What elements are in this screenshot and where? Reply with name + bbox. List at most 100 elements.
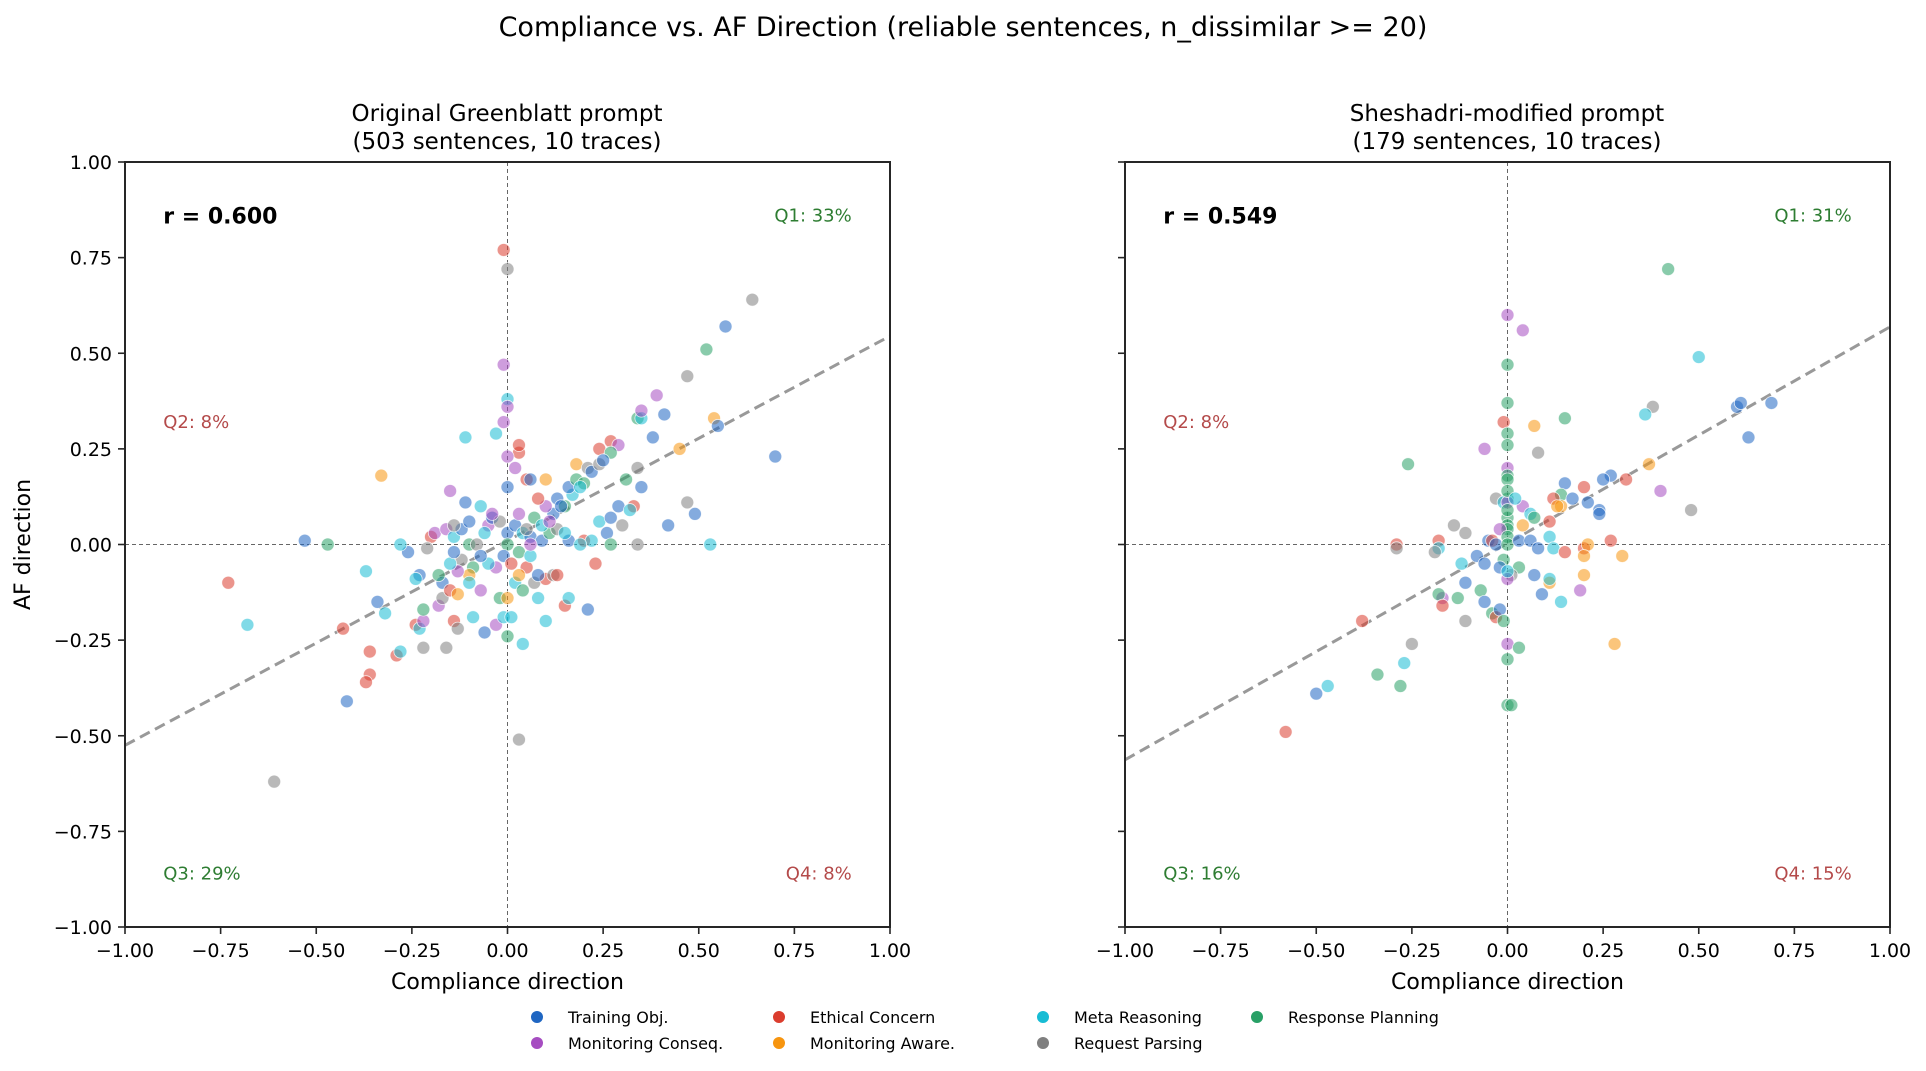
scatter-point-meta-reasoning	[1508, 491, 1523, 506]
scatter-point-ethical-concern	[1557, 545, 1572, 560]
scatter-point-meta-reasoning	[359, 564, 373, 579]
legend-label: Monitoring Aware.	[810, 1034, 955, 1053]
y-tick-label: −0.75	[54, 821, 112, 843]
scatter-point-monitoring-conseq	[542, 514, 557, 529]
scatter-point-monitoring-conseq	[485, 507, 500, 521]
scatter-point-response-planning	[1557, 411, 1572, 426]
scatter-point-monitoring-aware	[1607, 637, 1622, 651]
scatter-point-training-obj	[657, 407, 672, 422]
scatter-point-training-obj	[688, 507, 702, 521]
scatter-point-monitoring-aware	[1515, 518, 1530, 533]
scatter-point-training-obj	[1557, 476, 1572, 491]
scatter-point-monitoring-conseq	[500, 399, 515, 414]
scatter-point-training-obj	[473, 549, 488, 563]
quadrant-label-q2: Q2: 8%	[163, 412, 229, 433]
scatter-point-request-parsing	[680, 369, 695, 384]
scatter-point-response-planning	[431, 568, 446, 582]
scatter-point-training-obj	[768, 449, 783, 464]
scatter-point-response-planning	[1370, 667, 1385, 682]
x-tick-label: 0.75	[1773, 940, 1815, 962]
scatter-point-training-obj	[531, 568, 545, 582]
scatter-point-request-parsing	[1531, 445, 1545, 460]
scatter-point-monitoring-aware	[1615, 549, 1630, 563]
scatter-point-request-parsing	[1404, 637, 1419, 651]
panel-sheshadri-modified: Sheshadri-modified prompt (179 sentences…	[1096, 101, 1911, 995]
scatter-point-training-obj	[1764, 396, 1779, 410]
scatter-point-training-obj	[634, 480, 649, 495]
scatter-point-training-obj	[477, 625, 492, 640]
scatter-point-training-obj	[523, 472, 538, 487]
legend-label: Training Obj.	[567, 1008, 669, 1027]
scatter-point-training-obj	[596, 453, 611, 468]
scatter-point-monitoring-aware	[569, 457, 584, 472]
scatter-point-meta-reasoning	[538, 614, 553, 628]
scatter-point-request-parsing	[1447, 518, 1461, 533]
legend-marker	[773, 1011, 785, 1023]
legend-label: Monitoring Conseq.	[568, 1034, 723, 1053]
scatter-point-request-parsing	[630, 461, 645, 475]
scatter-point-training-obj	[1309, 686, 1324, 701]
legend-item-monitoring-conseq: Monitoring Conseq.	[531, 1034, 723, 1053]
scatter-point-training-obj	[1531, 541, 1545, 556]
scatter-point-request-parsing	[500, 262, 515, 277]
scatter-point-ethical-concern	[496, 243, 511, 257]
scatter-point-training-obj	[1596, 472, 1611, 487]
scatter-point-meta-reasoning	[458, 430, 473, 445]
scatter-point-meta-reasoning	[504, 610, 519, 625]
scatter-point-monitoring-conseq	[500, 449, 515, 464]
scatter-point-request-parsing	[420, 541, 435, 556]
legend-label: Request Parsing	[1074, 1034, 1202, 1053]
y-ticks: 1.00 0.75 0.50 0.25 0.00 −0.25 −0.50 −0.75 −1.00	[54, 152, 125, 939]
scatter-point-training-obj	[1565, 491, 1580, 506]
legend-marker	[1251, 1011, 1263, 1023]
scatter-point-meta-reasoning	[1638, 407, 1653, 422]
scatter-point-ethical-concern	[336, 621, 350, 636]
scatter-point-training-obj	[462, 514, 477, 529]
scatter-point-monitoring-conseq	[1573, 583, 1588, 598]
scatter-point-training-obj	[611, 499, 626, 514]
scatter-point-monitoring-conseq	[1500, 637, 1515, 651]
scatter-point-monitoring-aware	[1580, 537, 1595, 552]
y-tick-label: 1.00	[70, 152, 112, 174]
scatter-point-monitoring-conseq	[1500, 308, 1515, 322]
scatter-point-request-parsing	[1684, 503, 1698, 517]
legend-item-request-parsing: Request Parsing	[1037, 1034, 1202, 1053]
scatter-point-request-parsing	[1458, 526, 1473, 540]
x-tick-label: 1.00	[1869, 940, 1911, 962]
x-tick-label: 1.00	[869, 940, 911, 962]
scatter-point-monitoring-conseq	[416, 614, 431, 628]
scatter-point-monitoring-aware	[500, 591, 515, 605]
y-axis-label: AF direction	[11, 479, 36, 610]
scatter-point-request-parsing	[416, 640, 431, 655]
regression-line	[1124, 325, 1891, 762]
scatter-point-training-obj	[339, 694, 354, 709]
scatter-point-request-parsing	[450, 621, 465, 636]
scatter-point-meta-reasoning	[393, 644, 408, 659]
scatter-point-ethical-concern	[1619, 472, 1633, 487]
y-tick-label: −1.00	[54, 917, 112, 939]
scatter-point-monitoring-aware	[450, 587, 465, 602]
scatter-point-request-parsing	[745, 292, 760, 307]
scatter-point-request-parsing	[447, 518, 461, 533]
scatter-point-training-obj	[1535, 587, 1549, 602]
scatter-point-request-parsing	[519, 522, 534, 537]
scatter-point-meta-reasoning	[1500, 564, 1515, 579]
scatter-point-response-planning	[1527, 510, 1542, 525]
x-tick-label: 0.00	[1486, 940, 1528, 962]
panel-title-line-2: (503 sentences, 10 traces)	[353, 129, 662, 155]
scatter-point-meta-reasoning	[1542, 529, 1557, 544]
scatter-point-monitoring-aware	[512, 568, 526, 582]
scatter-point-response-planning	[1504, 698, 1519, 713]
scatter-point-response-planning	[1500, 652, 1515, 667]
x-ticks: −1.00 −0.75 −0.50 −0.25 0.00 0.25 0.50 0.75 1.00	[96, 927, 911, 962]
y-tick-label: −0.50	[54, 726, 112, 748]
scatter-point-meta-reasoning	[378, 606, 393, 621]
quadrant-label-q1: Q1: 33%	[774, 206, 851, 227]
scatter-point-request-parsing	[469, 537, 484, 552]
scatter-point-ethical-concern	[1355, 614, 1370, 628]
scatter-point-meta-reasoning	[1546, 541, 1561, 556]
scatter-point-request-parsing	[267, 774, 282, 789]
legend-item-training-obj: Training Obj.	[531, 1008, 669, 1027]
scatter-point-training-obj	[1489, 537, 1503, 552]
